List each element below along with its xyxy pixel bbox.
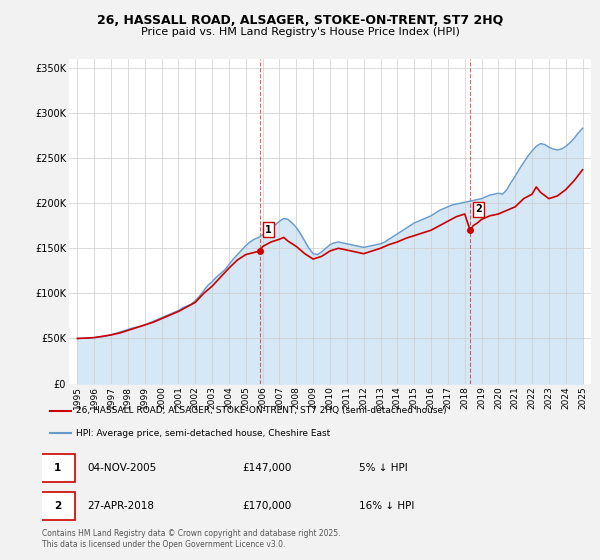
Text: HPI: Average price, semi-detached house, Cheshire East: HPI: Average price, semi-detached house,… bbox=[76, 429, 331, 438]
Text: 1: 1 bbox=[53, 463, 61, 473]
Text: Contains HM Land Registry data © Crown copyright and database right 2025.
This d: Contains HM Land Registry data © Crown c… bbox=[42, 529, 341, 549]
Text: 26, HASSALL ROAD, ALSAGER, STOKE-ON-TRENT, ST7 2HQ (semi-detached house): 26, HASSALL ROAD, ALSAGER, STOKE-ON-TREN… bbox=[76, 407, 447, 416]
Text: 5% ↓ HPI: 5% ↓ HPI bbox=[359, 463, 407, 473]
Text: £170,000: £170,000 bbox=[242, 501, 292, 511]
Text: 1: 1 bbox=[265, 225, 272, 235]
Text: £147,000: £147,000 bbox=[242, 463, 292, 473]
Text: 26, HASSALL ROAD, ALSAGER, STOKE-ON-TRENT, ST7 2HQ: 26, HASSALL ROAD, ALSAGER, STOKE-ON-TREN… bbox=[97, 14, 503, 27]
Text: 27-APR-2018: 27-APR-2018 bbox=[87, 501, 154, 511]
FancyBboxPatch shape bbox=[40, 492, 75, 520]
FancyBboxPatch shape bbox=[40, 454, 75, 482]
Text: Price paid vs. HM Land Registry's House Price Index (HPI): Price paid vs. HM Land Registry's House … bbox=[140, 27, 460, 37]
Text: 04-NOV-2005: 04-NOV-2005 bbox=[87, 463, 156, 473]
Text: 16% ↓ HPI: 16% ↓ HPI bbox=[359, 501, 414, 511]
Text: 2: 2 bbox=[53, 501, 61, 511]
Text: 2: 2 bbox=[475, 204, 482, 214]
